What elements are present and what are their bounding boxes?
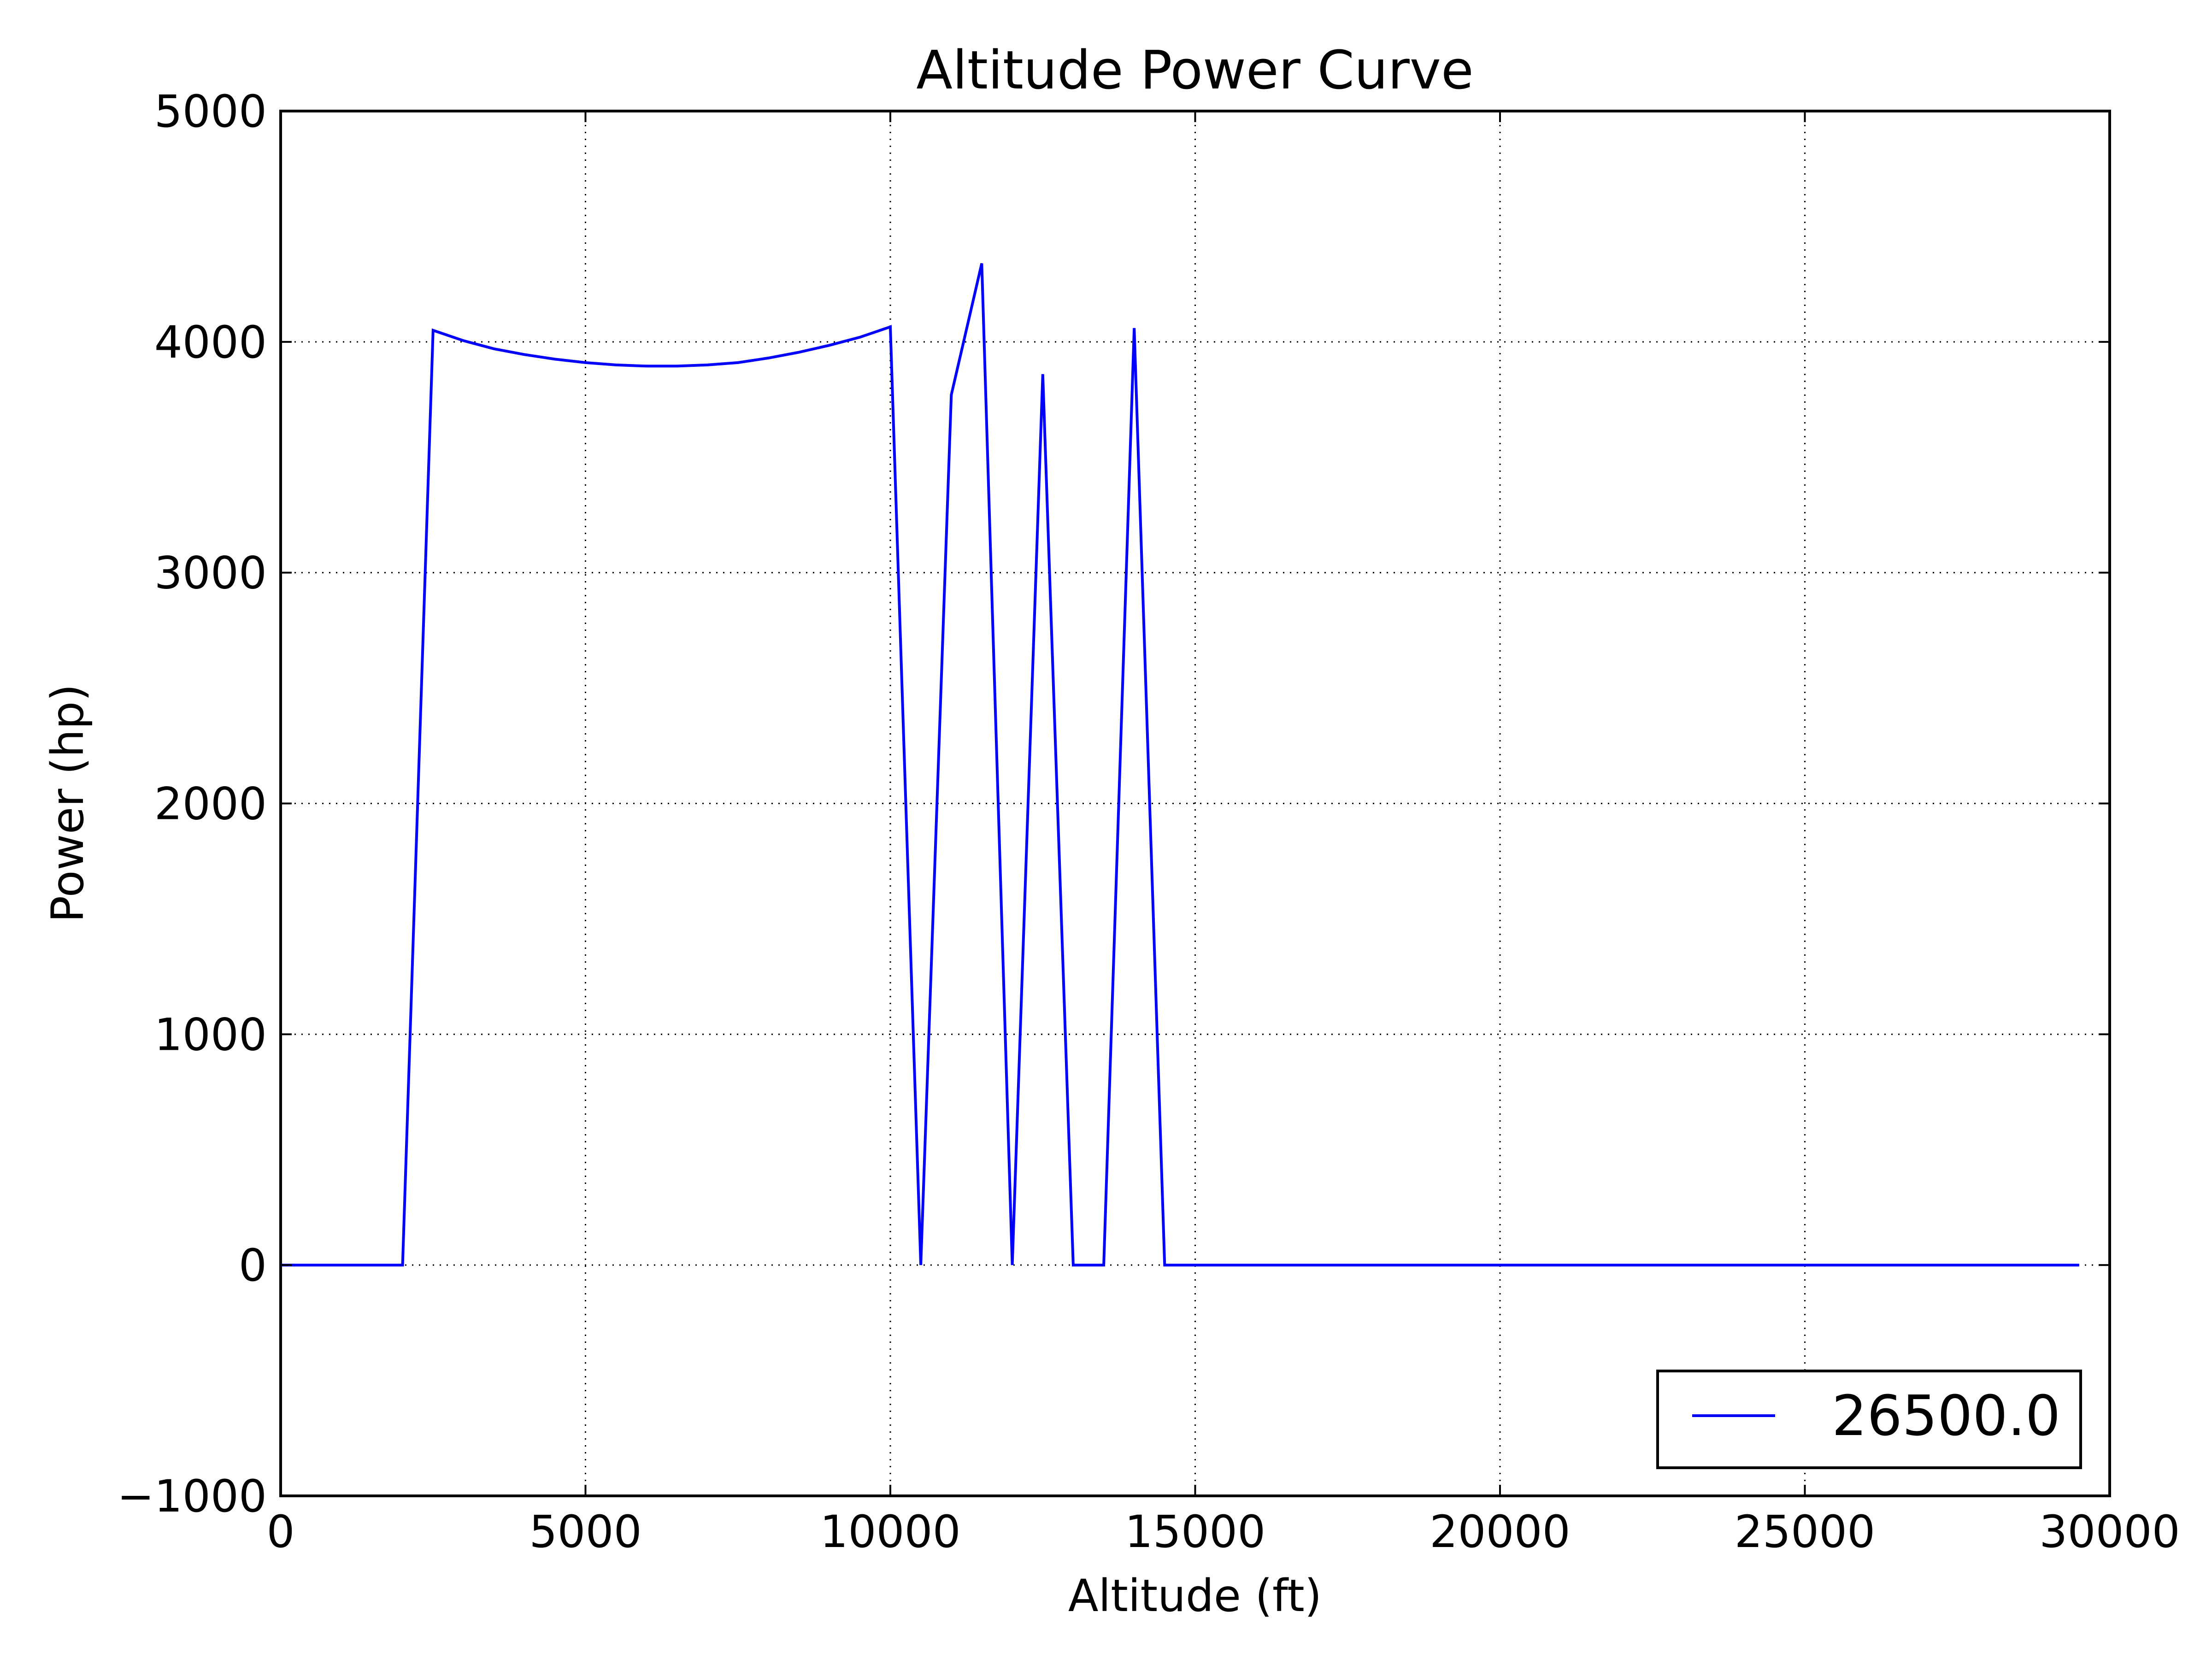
y-tick-label: 5000 bbox=[154, 86, 267, 137]
y-axis-label: Power (hp) bbox=[42, 684, 94, 922]
y-tick-label: 0 bbox=[239, 1240, 267, 1291]
tick-marks bbox=[280, 110, 2111, 1497]
x-tick-labels: 0 5000 10000 15000 20000 25000 30000 bbox=[266, 1506, 2180, 1558]
x-axis-label: Altitude (ft) bbox=[1068, 1570, 1322, 1622]
y-tick-label: 1000 bbox=[154, 1009, 267, 1060]
y-tick-label: 2000 bbox=[154, 778, 267, 830]
y-tick-label: 4000 bbox=[154, 317, 267, 368]
x-tick-label: 20000 bbox=[1430, 1506, 1570, 1558]
legend: 26500.0 bbox=[1656, 1370, 2082, 1469]
legend-box bbox=[1656, 1370, 2082, 1469]
legend-label: 26500.0 bbox=[1832, 1384, 2060, 1448]
series-line bbox=[281, 263, 2079, 1267]
x-tick-label: 10000 bbox=[820, 1506, 960, 1558]
y-tick-label: 3000 bbox=[154, 547, 267, 599]
x-tick-label: 30000 bbox=[2039, 1506, 2180, 1558]
y-tick-labels: −1000 0 1000 2000 3000 4000 5000 bbox=[117, 86, 267, 1522]
x-tick-label: 15000 bbox=[1125, 1506, 1265, 1558]
chart-title: Altitude Power Curve bbox=[916, 40, 1473, 101]
grid-lines bbox=[281, 111, 2110, 1496]
series-group bbox=[281, 263, 2079, 1267]
x-tick-label: 25000 bbox=[1735, 1506, 1875, 1558]
x-tick-label: 0 bbox=[266, 1506, 294, 1558]
x-tick-label: 5000 bbox=[529, 1506, 641, 1558]
y-tick-label: −1000 bbox=[117, 1471, 267, 1522]
